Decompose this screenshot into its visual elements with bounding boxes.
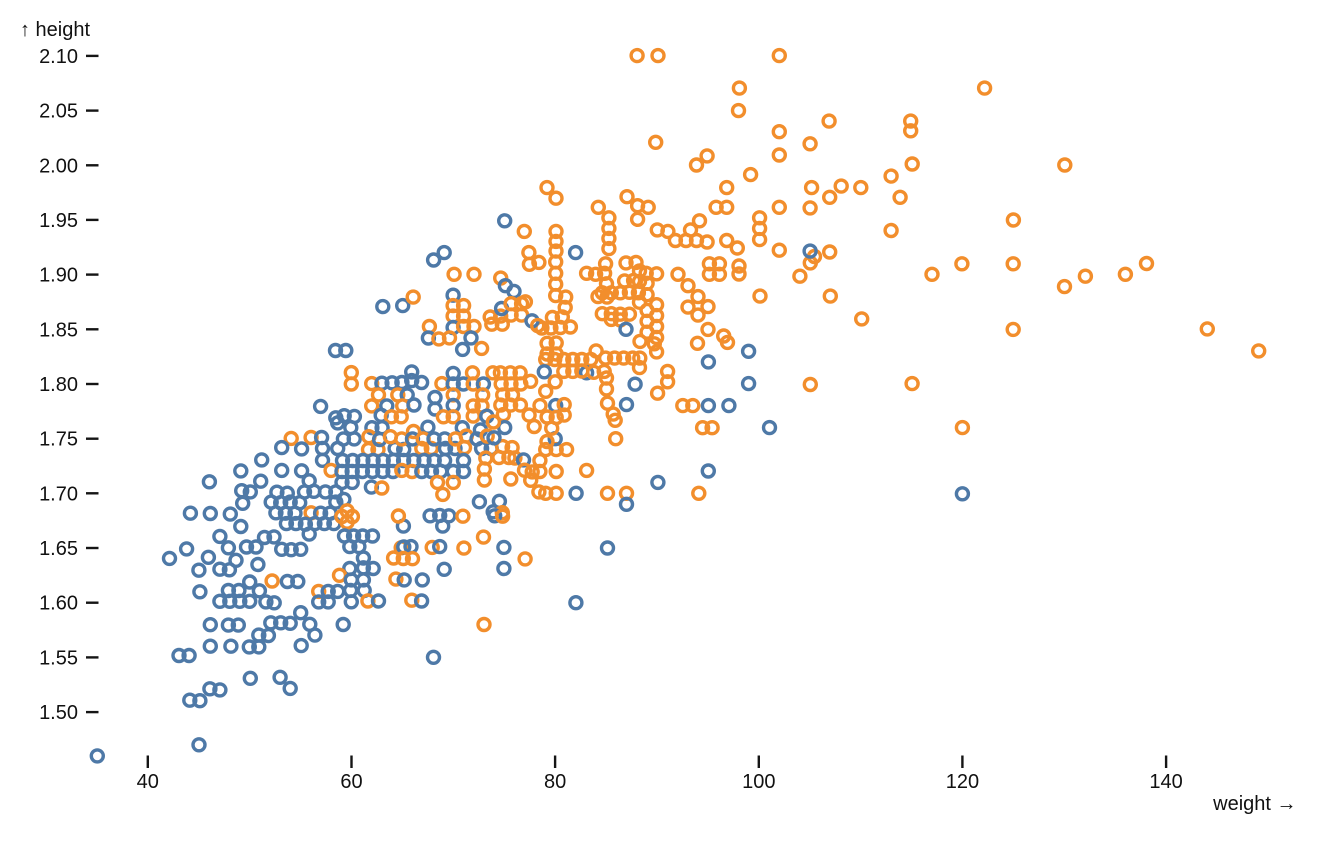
svg-text:1.80: 1.80 bbox=[39, 374, 78, 396]
svg-text:1.60: 1.60 bbox=[39, 593, 78, 615]
svg-text:1.70: 1.70 bbox=[39, 483, 78, 505]
svg-text:1.90: 1.90 bbox=[39, 265, 78, 287]
svg-text:1.50: 1.50 bbox=[39, 702, 78, 724]
svg-text:1.55: 1.55 bbox=[39, 647, 78, 669]
svg-text:2.10: 2.10 bbox=[39, 46, 78, 68]
svg-text:2.00: 2.00 bbox=[39, 155, 78, 177]
svg-text:1.95: 1.95 bbox=[39, 210, 78, 232]
svg-text:2.05: 2.05 bbox=[39, 101, 78, 123]
svg-text:60: 60 bbox=[340, 771, 362, 793]
svg-text:weight →: weight → bbox=[1212, 793, 1296, 815]
svg-text:1.85: 1.85 bbox=[39, 319, 78, 341]
svg-text:80: 80 bbox=[544, 771, 566, 793]
svg-text:1.75: 1.75 bbox=[39, 429, 78, 451]
svg-text:40: 40 bbox=[137, 771, 159, 793]
svg-text:140: 140 bbox=[1149, 771, 1182, 793]
svg-text:↑ height: ↑ height bbox=[20, 19, 90, 41]
svg-text:1.65: 1.65 bbox=[39, 538, 78, 560]
svg-text:100: 100 bbox=[742, 771, 775, 793]
svg-text:120: 120 bbox=[946, 771, 979, 793]
